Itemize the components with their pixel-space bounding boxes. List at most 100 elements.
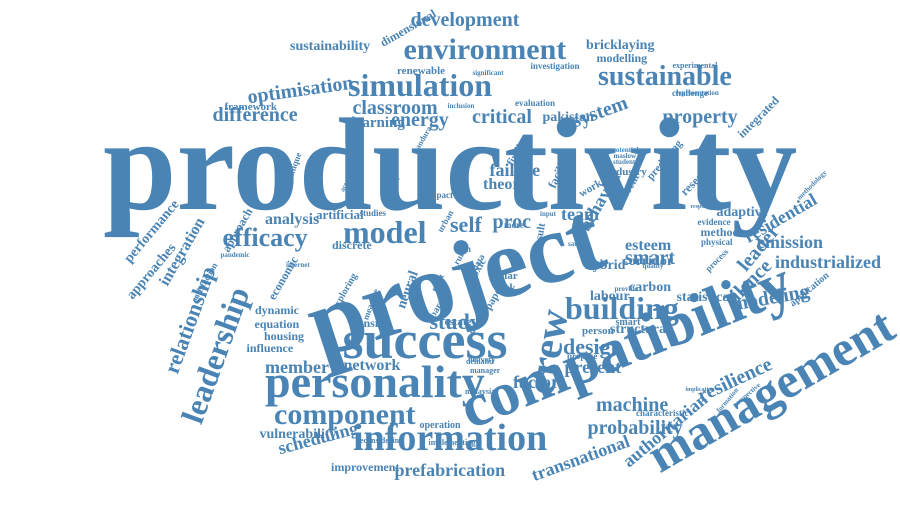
cloud-word: potential [612, 145, 639, 154]
cloud-word: influence [246, 341, 294, 355]
cloud-word: framework [224, 100, 278, 113]
cloud-word: input [540, 209, 556, 218]
cloud-word: classroom [352, 97, 438, 119]
cloud-word: difference [212, 104, 298, 126]
cloud-word: team [561, 204, 599, 224]
cloud-word: statistical [676, 290, 734, 305]
cloud-word: hybrid [585, 258, 626, 273]
cloud-word: efficacy [222, 223, 308, 252]
cloud-word: esteem [625, 237, 672, 254]
cloud-word: study [429, 309, 481, 334]
cloud-word: safety [568, 239, 586, 248]
cloud-word: reconsidering [356, 436, 404, 445]
cloud-word: dynamic [255, 303, 300, 317]
cloud-word: development [410, 9, 520, 31]
cloud-word: challenge [672, 87, 708, 98]
cloud-word: discrete [332, 238, 372, 252]
cloud-word: corridor [622, 254, 674, 269]
cloud-word: evidence [697, 216, 731, 227]
cloud-word: machine [596, 394, 669, 416]
cloud-word: internet [286, 260, 310, 269]
cloud-word: network [343, 357, 401, 374]
cloud-word: modelling [596, 51, 648, 65]
cloud-word: success [342, 310, 508, 370]
cloud-word: factor [513, 372, 559, 392]
cloud-word: estate [444, 315, 472, 328]
cloud-word: bricklaying [586, 38, 655, 53]
cloud-word: person [582, 324, 614, 337]
cloud-word: representation [675, 88, 719, 97]
cloud-word: smart [615, 317, 641, 328]
cloud-word: significant [472, 68, 504, 77]
cloud-word: propose [567, 350, 598, 361]
cloud-word: model [343, 214, 427, 250]
cloud-word: personality [265, 356, 485, 407]
cloud-word: studies [359, 207, 387, 218]
cloud-word: critical [472, 106, 532, 128]
cloud-word: provide [614, 284, 638, 293]
cloud-word: prefabrication [394, 460, 506, 480]
cloud-word: task [496, 281, 516, 294]
cloud-word: manager [470, 366, 501, 375]
cloud-word: experimental [672, 61, 718, 70]
cloud-word: simulation [348, 67, 493, 103]
cloud-word: proc [492, 211, 532, 233]
cloud-word: solar [494, 269, 518, 282]
cloud-word: vulnerability [259, 427, 337, 442]
cloud-word: design [563, 334, 623, 359]
cloud-word: component [274, 398, 416, 431]
cloud-word: physical [701, 236, 733, 247]
cloud-word: delivery [468, 355, 496, 364]
cloud-word: operation [419, 420, 461, 431]
cloud-word: characteristic [636, 407, 689, 418]
cloud-word: investigation [530, 60, 580, 71]
cloud-word: demand [466, 357, 494, 366]
cloud-word: sustainable [598, 61, 732, 92]
cloud-word: implementing [428, 438, 476, 447]
cloud-word: pandemic [220, 250, 250, 259]
cloud-word: productivity [103, 91, 798, 238]
cloud-word: adaptive [716, 205, 768, 220]
cloud-word: malaysia [465, 387, 496, 396]
cloud-word: improvement [331, 460, 400, 474]
cloud-word: density [351, 316, 389, 330]
cloud-word: industrialized [775, 252, 882, 272]
cloud-word: industry [607, 165, 647, 178]
cloud-word: information [353, 417, 548, 459]
cloud-word: pakistan [542, 110, 594, 125]
cloud-word: labour [590, 289, 630, 304]
cloud-word: failure [489, 160, 541, 180]
cloud-word: present [564, 357, 622, 377]
cloud-word: analysis [265, 211, 320, 228]
cloud-word: student [613, 157, 636, 166]
cloud-word: smart [625, 247, 675, 269]
cloud-word: theory [483, 176, 528, 193]
cloud-word: probability [587, 417, 683, 439]
cloud-word: building [565, 290, 679, 326]
cloud-word: impact [426, 189, 454, 200]
cloud-word: energy [391, 109, 449, 131]
cloud-word: emission [757, 232, 824, 252]
cloud-word: inclusion [447, 101, 475, 110]
cloud-word: carbon [629, 280, 671, 295]
cloud-word: property [662, 106, 738, 128]
cloud-word: renewable [397, 64, 446, 77]
cloud-word: learning [351, 114, 405, 131]
cloud-word: evaluation [515, 97, 556, 108]
cloud-word: structural [610, 322, 670, 337]
cloud-word: member [265, 357, 329, 377]
cloud-word: housing [264, 329, 305, 343]
cloud-word: equation [254, 317, 300, 331]
cloud-word: responsibility [690, 204, 726, 210]
cloud-word: implication [685, 387, 715, 393]
cloud-word: sustainability [290, 39, 371, 54]
cloud-word: self [450, 212, 482, 237]
cloud-word: tech [455, 243, 471, 254]
cloud-word: more [504, 219, 524, 230]
cloud-word: artificial [316, 206, 364, 222]
cloud-word: quality [642, 261, 664, 270]
cloud-word: maslow [613, 151, 637, 160]
cloud-word: environment [403, 33, 567, 66]
cloud-word: method [700, 225, 740, 239]
